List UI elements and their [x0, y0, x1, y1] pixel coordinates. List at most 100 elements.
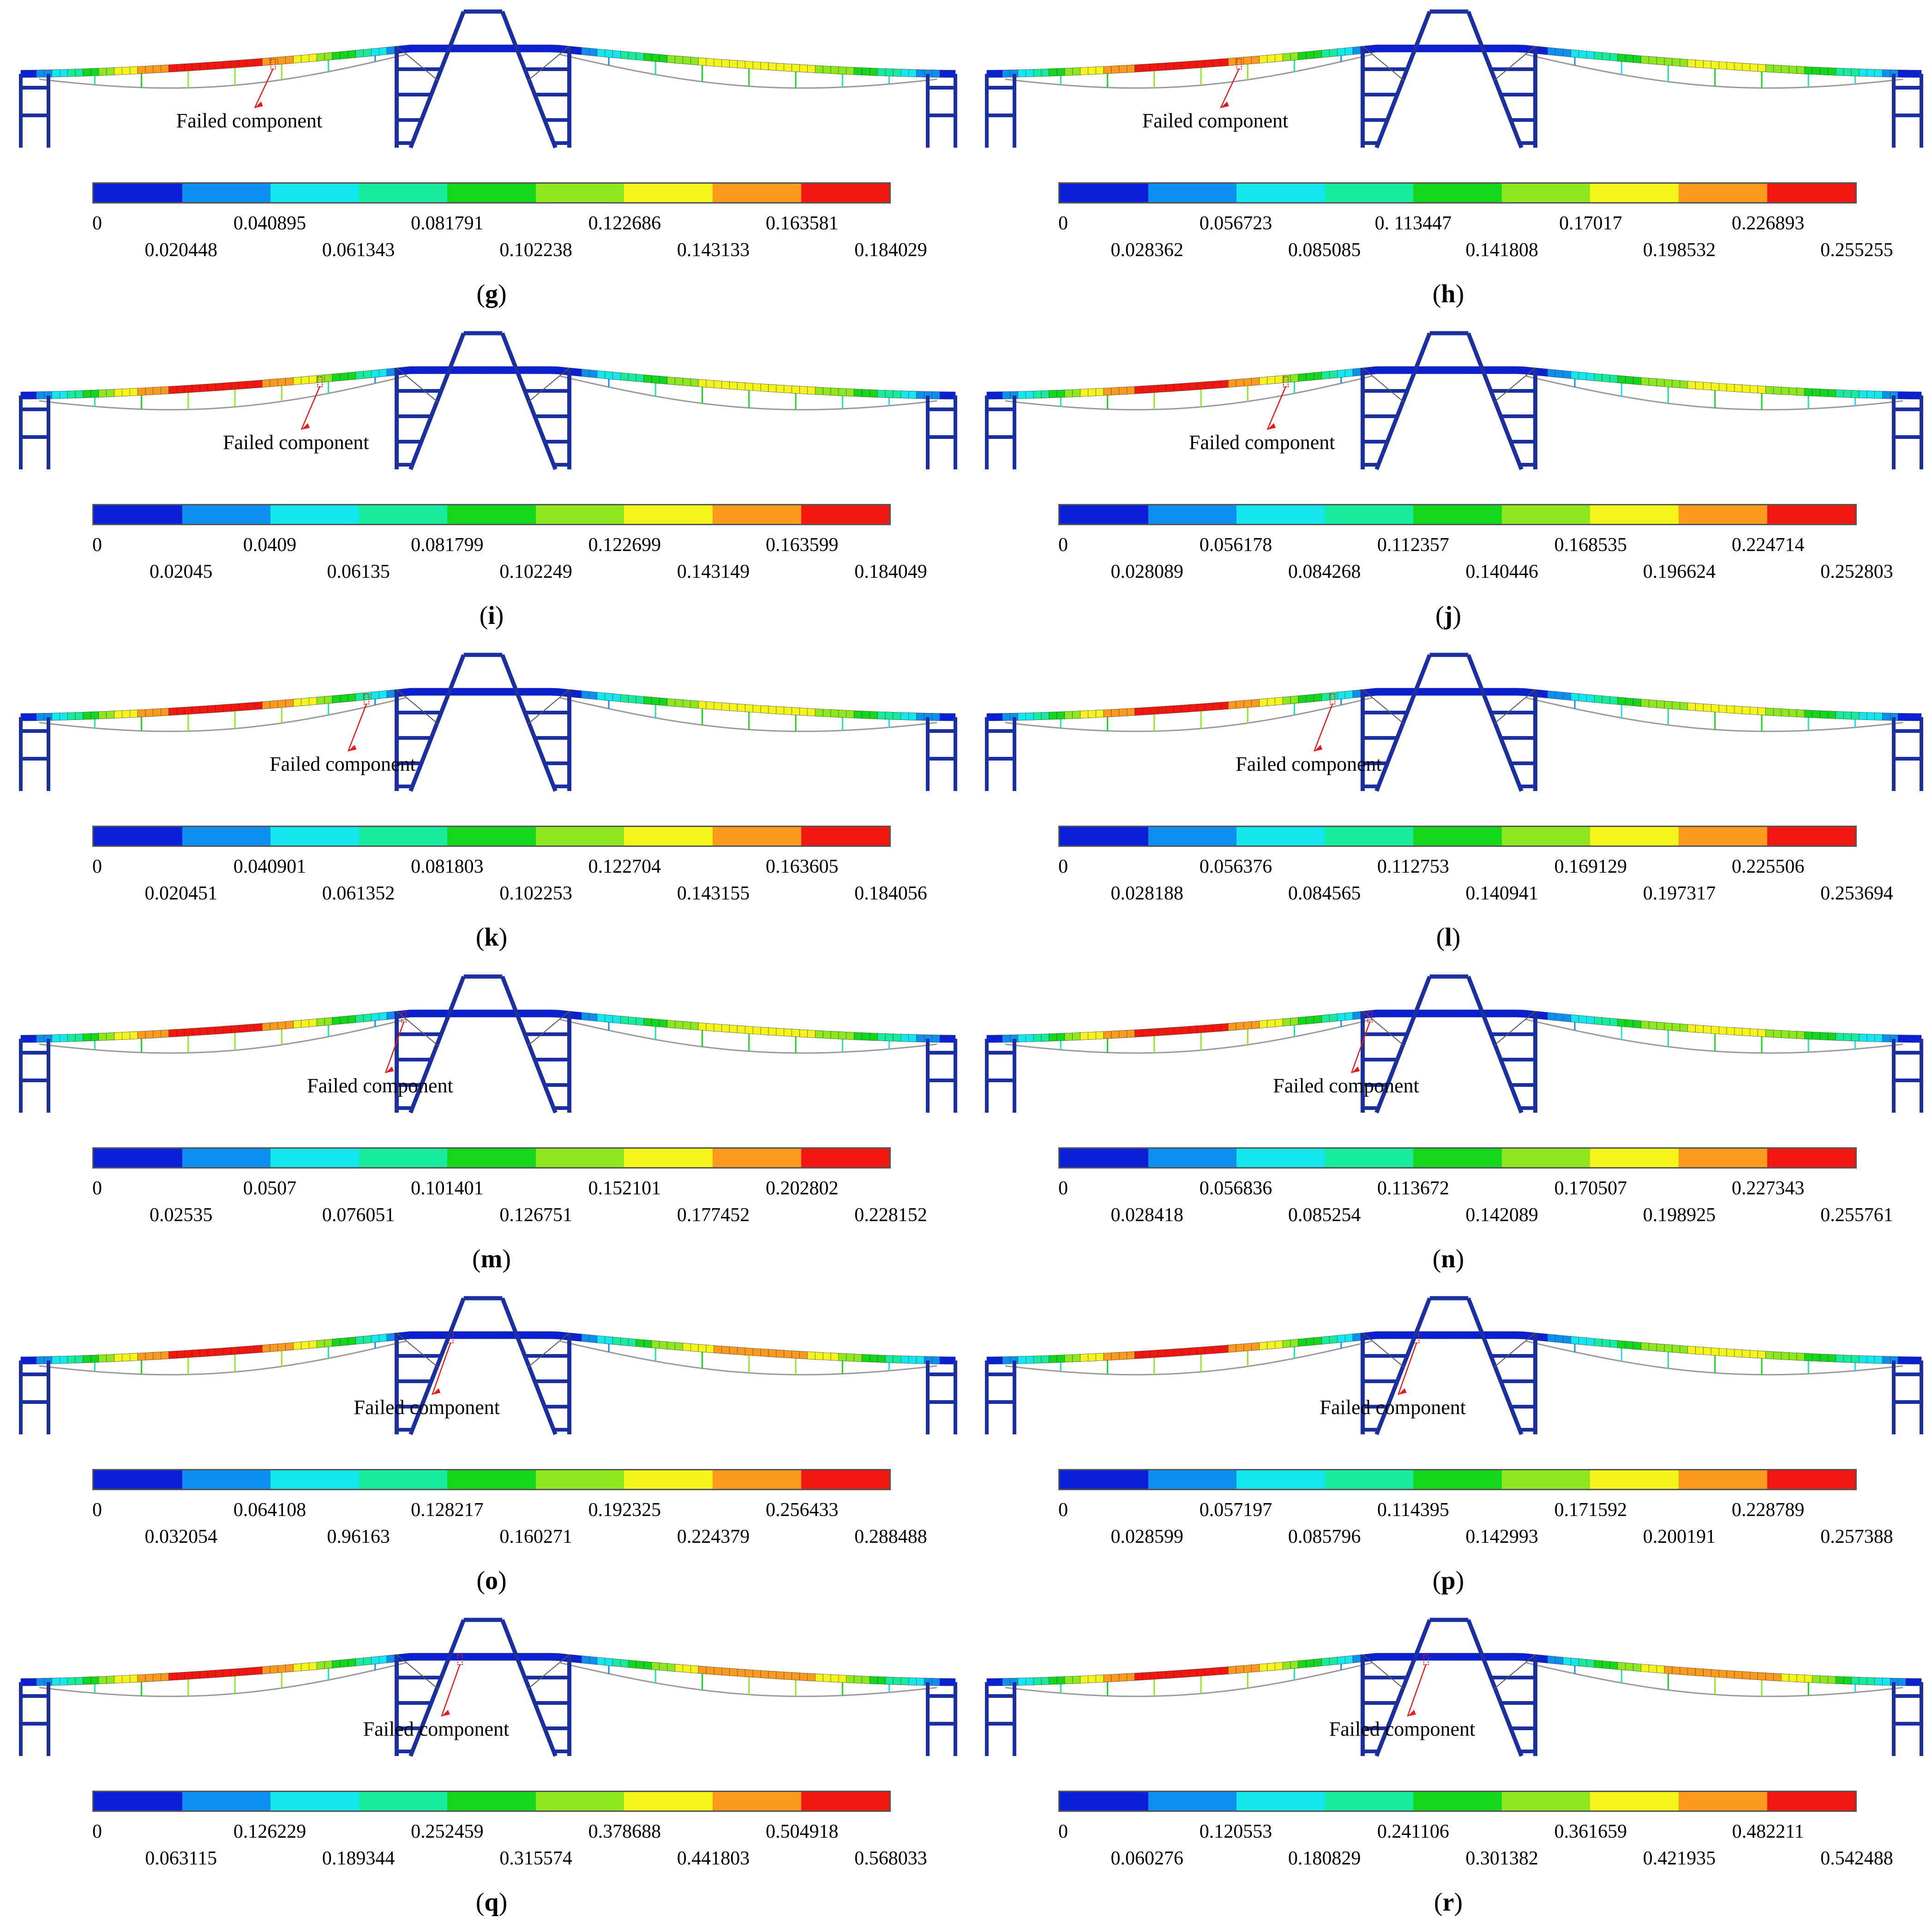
deck-element: [60, 712, 68, 720]
color-bar-segment: [94, 1470, 182, 1489]
deck-element: [418, 1331, 426, 1339]
deck-element: [1243, 1343, 1252, 1352]
deck-element: [1859, 712, 1867, 720]
deck-element: [1298, 373, 1307, 382]
deck-element: [1633, 1020, 1641, 1029]
color-bar-segment: [1678, 1792, 1767, 1810]
colorbar-tick-label: 0.081791: [411, 213, 484, 234]
deck-element: [1127, 708, 1135, 716]
deck-element: [1516, 1331, 1524, 1339]
deck-element: [1820, 1032, 1828, 1040]
color-bar-segment: [94, 1792, 182, 1810]
deck-contour: [986, 1009, 1922, 1043]
color-bar-segment: [1590, 827, 1679, 845]
color-bar-segment: [1236, 1792, 1325, 1810]
color-bar-segment: [1678, 1149, 1767, 1167]
deck-element: [862, 1354, 870, 1362]
failed-arrowhead: [301, 423, 310, 430]
right-end-support: [1892, 396, 1923, 469]
deck-element: [1820, 67, 1828, 75]
color-bar: [92, 182, 891, 204]
deck-element: [1796, 709, 1805, 718]
deck-element: [1142, 385, 1151, 394]
colorbar-tick-label: 0.160271: [499, 1526, 572, 1547]
color-bar: [1058, 504, 1857, 525]
deck-element: [184, 1028, 192, 1037]
deck-element: [605, 1014, 613, 1023]
deck-element: [28, 713, 37, 721]
deck-element: [597, 1335, 605, 1344]
deck-element: [1275, 54, 1283, 62]
deck-element: [1197, 703, 1205, 712]
deck-element: [239, 702, 247, 711]
deck-element: [1726, 1349, 1735, 1357]
deck-element: [1446, 1009, 1454, 1018]
deck-element: [277, 1665, 286, 1673]
deck-element: [161, 1673, 169, 1681]
color-bar-segment: [1678, 505, 1767, 524]
color-bar-segment: [1413, 1792, 1502, 1810]
deck-element: [1134, 1672, 1143, 1681]
deck-element: [1758, 1672, 1766, 1681]
deck-element: [651, 1340, 660, 1349]
deck-element: [815, 387, 823, 395]
deck-element: [908, 1355, 917, 1364]
deck-element: [698, 1344, 707, 1353]
deck-element: [768, 1349, 777, 1358]
deck-element: [418, 44, 426, 53]
frame-brace: [1362, 367, 1405, 403]
color-bar-segment: [801, 1792, 890, 1810]
deck-element: [192, 1671, 200, 1679]
deck-element: [1555, 1013, 1564, 1022]
deck-element: [1493, 44, 1501, 53]
color-bar-segment: [1325, 1149, 1414, 1167]
panel-letter: k: [484, 923, 499, 952]
bridge-model: [19, 653, 957, 792]
bridge-model: [19, 331, 957, 470]
deck-element: [1578, 50, 1587, 59]
deck-element: [386, 1011, 395, 1020]
deck-element: [1158, 706, 1166, 714]
color-bar-segment: [447, 1792, 536, 1810]
frame-brace: [1493, 46, 1536, 81]
panel-label: (j): [1435, 601, 1461, 630]
deck-element: [28, 1678, 37, 1686]
deck-element: [1711, 1026, 1719, 1034]
color-bar-segment: [712, 1470, 801, 1489]
deck-element: [776, 1349, 785, 1358]
deck-element: [550, 1653, 558, 1661]
colorbar-tick-label: 0.143133: [677, 240, 750, 261]
color-bar-segment: [447, 827, 536, 845]
right-tower-frame: [1491, 1011, 1537, 1113]
deck-element: [83, 68, 91, 77]
deck-element: [1103, 1031, 1112, 1039]
colorbar-tick-label: 0.378688: [588, 1821, 661, 1842]
deck-element: [597, 370, 605, 379]
deck-element: [675, 1664, 683, 1672]
failed-arrow: [1407, 1664, 1427, 1717]
deck-element: [1726, 705, 1735, 714]
deck-element: [1609, 53, 1618, 61]
deck-element: [472, 44, 480, 53]
deck-element: [612, 693, 621, 702]
deck-element: [799, 707, 808, 716]
deck-element: [1617, 54, 1626, 62]
deck-element: [1337, 691, 1345, 700]
deck-element: [1298, 51, 1307, 60]
deck-element: [1228, 1666, 1236, 1674]
deck-element: [1742, 63, 1751, 72]
color-bar-segment: [1767, 827, 1856, 845]
deck-element: [60, 1677, 68, 1685]
deck-element: [830, 1031, 839, 1039]
deck-element: [1773, 708, 1782, 717]
deck-element: [690, 378, 699, 387]
deck-element: [106, 67, 114, 76]
deck-element: [628, 51, 636, 60]
deck-element: [893, 712, 901, 720]
deck-element: [52, 1678, 60, 1686]
deck-element: [597, 48, 605, 57]
deck-element: [1765, 1672, 1774, 1681]
deck-element: [822, 1674, 831, 1682]
colorbar-tick-label: 0.064108: [233, 1499, 306, 1521]
deck-element: [1220, 1666, 1229, 1675]
